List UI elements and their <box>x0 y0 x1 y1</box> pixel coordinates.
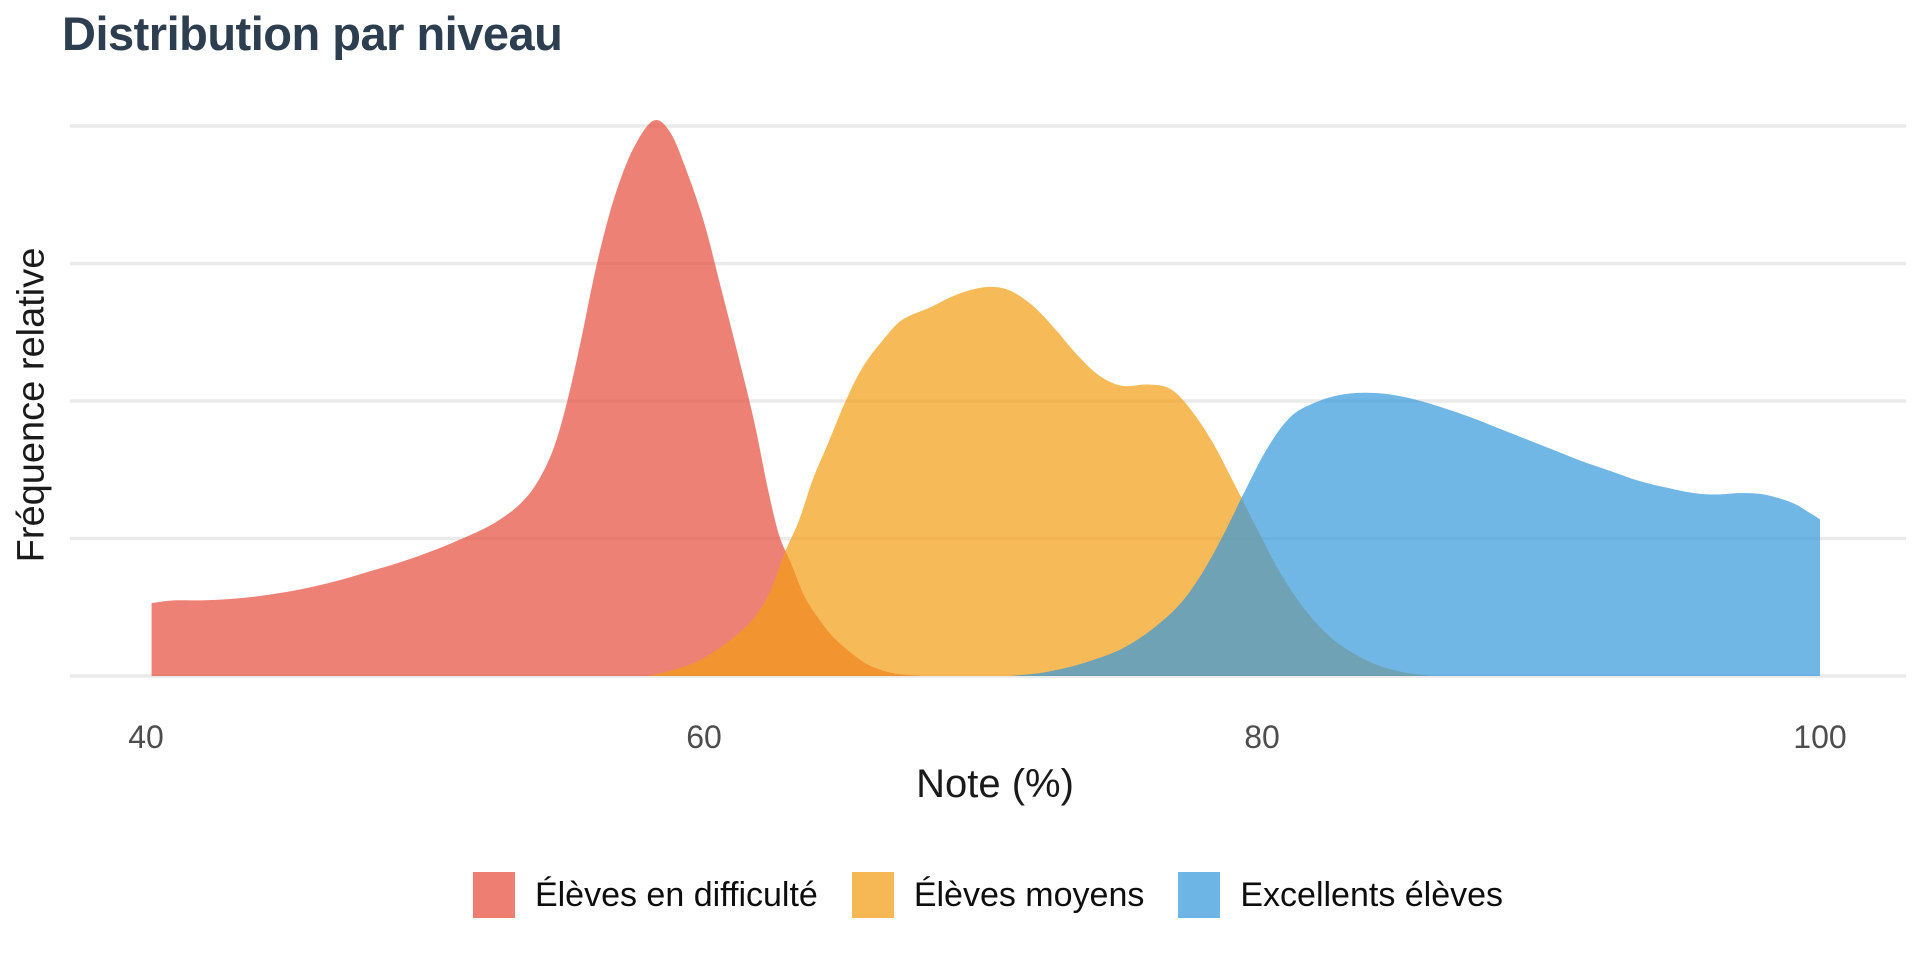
x-axis-label: Note (%) <box>916 762 1074 806</box>
x-tick-label: 100 <box>1793 719 1847 755</box>
legend-label: Excellents élèves <box>1240 875 1504 914</box>
chart-title: Distribution par niveau <box>62 7 563 60</box>
legend-item: Excellents élèves <box>1178 872 1503 918</box>
x-tick-label: 40 <box>128 719 164 755</box>
density-area-2 <box>1010 392 1820 676</box>
x-tick-label: 60 <box>686 719 722 755</box>
legend-swatch-icon <box>472 872 515 918</box>
legend-swatch-icon <box>851 872 894 918</box>
density-area-0 <box>151 120 922 677</box>
legend-swatch-icon <box>1178 872 1221 918</box>
legend-item: Élèves en difficulté <box>472 872 818 918</box>
legend: Élèves en difficulté Élèves moyens Excelle… <box>70 872 1906 918</box>
legend-label: Élèves moyens <box>913 875 1145 914</box>
legend-label: Élèves en difficulté <box>534 875 818 914</box>
legend-item: Élèves moyens <box>851 872 1145 918</box>
y-axis-label: Fréquence relative <box>10 247 53 563</box>
x-tick-label: 80 <box>1244 719 1280 755</box>
